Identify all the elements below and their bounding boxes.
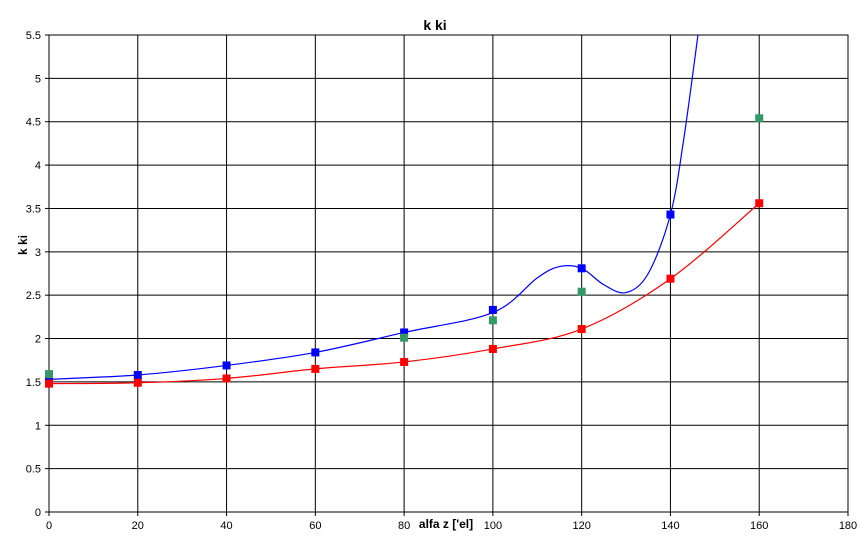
data-point: [755, 199, 764, 208]
y-tick-label: 1: [35, 420, 41, 432]
data-point: [400, 357, 409, 366]
y-tick-label: 4.5: [26, 117, 41, 129]
x-tick-label: 140: [661, 520, 679, 532]
data-point: [222, 361, 231, 370]
x-axis-ticks: 0 20 40 60 80 100 120 140 160 180: [46, 512, 857, 532]
x-tick-label: 160: [750, 520, 768, 532]
plot-area: [48, 34, 849, 513]
data-point: [577, 287, 586, 296]
y-axis-ticks: 0 0.5 1 1.5 2 2.5 3 3.5 4 4.5 5 5.5: [26, 30, 49, 519]
chart-title: k ki: [423, 17, 446, 33]
y-tick-label: 1.5: [26, 377, 41, 389]
data-point: [400, 328, 409, 337]
y-tick-label: 3.5: [26, 203, 41, 215]
series-1: [45, 34, 699, 384]
series-layer: [45, 34, 764, 388]
y-tick-label: 0: [35, 507, 41, 519]
y-tick-label: 2: [35, 334, 41, 346]
y-tick-label: 4: [35, 160, 41, 172]
grid: [48, 34, 849, 513]
data-point: [45, 375, 53, 384]
data-point: [488, 344, 497, 353]
series-3: [45, 114, 764, 379]
data-point: [133, 378, 142, 387]
x-tick-label: 20: [132, 520, 144, 532]
x-tick-label: 180: [839, 520, 857, 532]
data-point: [666, 210, 675, 219]
x-tick-label: 60: [309, 520, 321, 532]
data-point: [45, 370, 53, 379]
y-axis-label: k ki: [16, 235, 30, 255]
data-point: [133, 370, 142, 379]
y-tick-label: 3: [35, 247, 41, 259]
data-point: [400, 333, 409, 342]
data-point: [666, 274, 675, 283]
data-point: [488, 305, 497, 314]
x-tick-label: 80: [398, 520, 410, 532]
data-point: [311, 364, 320, 373]
series-line: [48, 34, 699, 380]
data-point: [311, 348, 320, 357]
y-tick-label: 2.5: [26, 290, 41, 302]
x-tick-label: 0: [46, 520, 52, 532]
data-point: [45, 379, 53, 388]
y-tick-label: 0.5: [26, 464, 41, 476]
x-tick-label: 120: [572, 520, 590, 532]
y-tick-label: 5.5: [26, 30, 41, 42]
data-point: [488, 316, 497, 325]
x-tick-label: 40: [220, 520, 232, 532]
data-point: [222, 374, 231, 383]
data-point: [755, 114, 764, 123]
x-tick-label: 100: [484, 520, 502, 532]
data-point: [577, 264, 586, 273]
series-2: [45, 199, 764, 388]
x-axis-label: alfa z ['el]: [419, 517, 473, 531]
y-tick-label: 5: [35, 73, 41, 85]
data-point: [577, 325, 586, 334]
